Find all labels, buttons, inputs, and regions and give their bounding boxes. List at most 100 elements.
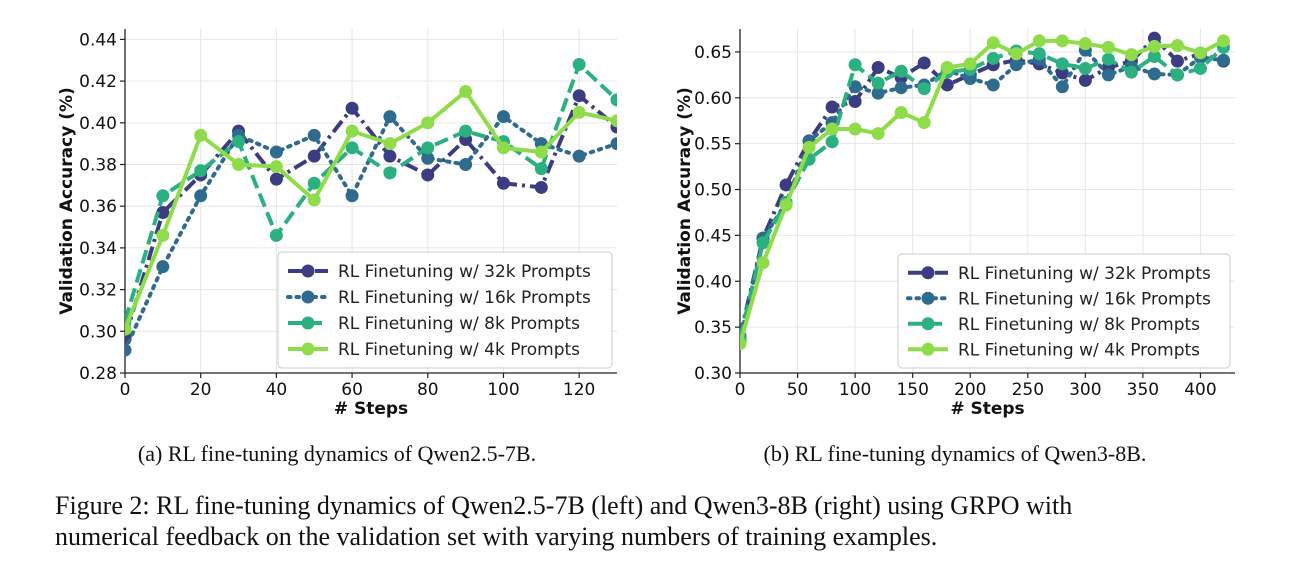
right-x-tick-label: 350 <box>1127 380 1159 400</box>
left-series-3-point <box>156 228 170 242</box>
left-series-1-point <box>345 189 359 203</box>
right-series-2-point <box>1170 68 1184 82</box>
right-series-3-point <box>1170 39 1184 53</box>
left-series-2-point <box>459 124 473 138</box>
right-legend-marker-2 <box>921 317 935 331</box>
left-series-3-point <box>496 141 510 155</box>
right-series-line-2 <box>740 45 1225 339</box>
right-series-0-point <box>940 78 954 92</box>
left-legend-marker-3 <box>301 342 315 356</box>
right-series-0-point <box>779 178 793 192</box>
left-series-3-point <box>125 322 132 336</box>
left-series-0-point <box>156 205 170 219</box>
figure-caption-line-2: numerical feedback on the validation set… <box>55 522 937 551</box>
right-series-2-point <box>917 82 931 96</box>
right-series-0-point <box>848 94 862 108</box>
left-series-3-point <box>345 124 359 138</box>
chart-right-qwen3: 0 50 100 150 200 250 300 350 400 0.30 0.35 0.40 0.45… <box>675 29 1235 419</box>
left-series-2-point <box>534 162 548 176</box>
right-series-2-point <box>1101 52 1115 66</box>
right-legend-marker-1 <box>921 291 935 305</box>
right-legend-marker-3 <box>921 342 935 356</box>
right-y-tick-label: 0.30 <box>694 364 732 384</box>
chart-left-qwen25: 0 20 40 60 80 100 120 0.28 0.30 0.32 0.34 0.36 0.38 0… <box>57 29 617 419</box>
right-y-tick-label: 0.65 <box>694 43 732 63</box>
left-series-1-point <box>459 158 473 172</box>
left-series-0-point <box>421 168 435 182</box>
right-series-3-point <box>1032 34 1046 48</box>
right-series-2-point <box>1078 61 1092 75</box>
right-series-1-point <box>963 72 977 86</box>
right-series-3-point <box>1193 46 1207 60</box>
left-legend-marker-2 <box>301 316 315 330</box>
left-series-3-point <box>307 193 321 207</box>
left-series-3-point <box>232 158 246 172</box>
right-series-3-point <box>756 256 770 270</box>
right-series-1-point <box>1147 67 1161 81</box>
left-series-2-point <box>572 57 586 71</box>
right-y-tick-label: 0.40 <box>694 272 732 292</box>
right-series-2-point <box>1193 61 1207 75</box>
left-series-0-point <box>383 149 397 163</box>
right-series-1-point <box>986 78 1000 92</box>
right-series-0-point <box>825 100 839 114</box>
right-series-line-0 <box>740 36 1225 337</box>
right-series-3-point <box>802 140 816 154</box>
left-series-1-point <box>421 151 435 165</box>
left-series-2-point <box>307 176 321 190</box>
left-x-tick-label: 100 <box>487 380 519 400</box>
right-legend: RL Finetuning w/ 32k Prompts RL Finetunin… <box>897 253 1231 369</box>
right-series-1-point <box>1009 58 1023 72</box>
left-series-3-point <box>534 145 548 159</box>
left-x-tick-label: 40 <box>266 380 288 400</box>
left-series-2-point <box>610 93 617 107</box>
left-y-tick-label: 0.38 <box>79 156 117 176</box>
left-legend-marker-1 <box>301 290 315 304</box>
left-x-axis-label: # Steps <box>334 399 408 419</box>
right-series-3-point <box>894 105 908 119</box>
left-series-0-point <box>572 89 586 103</box>
left-series-2-point <box>156 189 170 203</box>
right-series-3-point <box>1216 34 1230 48</box>
left-series-line-1 <box>125 114 617 353</box>
left-series-3-point <box>610 114 617 128</box>
left-series-2-point <box>194 164 208 178</box>
left-y-tick-label: 0.42 <box>79 72 117 92</box>
right-y-tick-label: 0.60 <box>694 89 732 109</box>
right-legend-label-0: RL Finetuning w/ 32k Prompts <box>958 264 1211 284</box>
left-series-3-point <box>572 105 586 119</box>
right-plot-area <box>740 31 1230 351</box>
right-y-tick-label: 0.55 <box>694 135 732 155</box>
left-series-line-2 <box>125 62 617 322</box>
right-x-tick-label: 300 <box>1069 380 1101 400</box>
right-y-tick-label: 0.45 <box>694 226 732 246</box>
right-series-2-point <box>825 135 839 149</box>
left-series-2-point <box>383 166 397 180</box>
right-x-tick-label: 100 <box>839 380 871 400</box>
left-x-tick-label: 20 <box>190 380 212 400</box>
right-series-0-point <box>1055 66 1069 80</box>
right-x-tick-label: 50 <box>787 380 809 400</box>
right-series-1-point <box>1216 53 1230 67</box>
right-series-1-point <box>894 81 908 95</box>
right-series-2-point <box>848 58 862 72</box>
right-series-2-point <box>1032 47 1046 61</box>
left-y-axis-label: Validation Accuracy (%) <box>57 87 77 315</box>
left-x-tick-label: 60 <box>341 380 363 400</box>
left-legend-label-1: RL Finetuning w/ 16k Prompts <box>338 288 591 308</box>
right-series-3-point <box>779 198 793 212</box>
right-y-axis-label: Validation Accuracy (%) <box>675 87 695 315</box>
left-series-0-point <box>534 180 548 194</box>
right-series-2-point <box>756 236 770 250</box>
right-y-tick-label: 0.50 <box>694 181 732 201</box>
left-legend-label-3: RL Finetuning w/ 4k Prompts <box>338 340 580 360</box>
left-series-1-point <box>383 110 397 124</box>
left-series-2-point <box>421 141 435 155</box>
left-series-1-point <box>610 137 617 151</box>
right-series-3-point <box>825 122 839 136</box>
left-series-1-point <box>194 189 208 203</box>
left-plot-area <box>125 57 617 357</box>
right-legend-label-2: RL Finetuning w/ 8k Prompts <box>958 315 1200 335</box>
right-series-1-point <box>1055 80 1069 94</box>
